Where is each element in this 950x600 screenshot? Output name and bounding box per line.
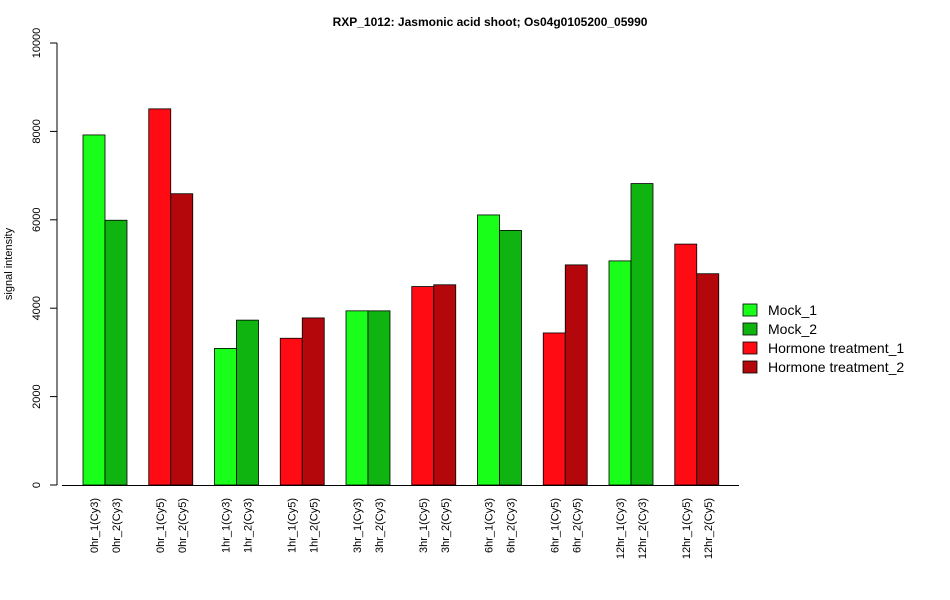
- x-tick-label: 6hr_1(Cy3): [484, 498, 496, 553]
- bar: [367, 310, 391, 486]
- y-tick-label: 0: [31, 482, 43, 488]
- bar: [477, 214, 500, 486]
- x-tick-label: 0hr_2(Cy5): [177, 498, 189, 553]
- bar: [411, 286, 435, 486]
- legend-label: Mock_1: [768, 302, 817, 318]
- x-tick-label: 12hr_1(Cy3): [615, 498, 627, 559]
- legend-label: Hormone treatment_1: [768, 340, 904, 356]
- y-tick-label: 2000: [31, 384, 43, 408]
- bar: [433, 284, 457, 486]
- bar: [630, 183, 654, 486]
- bar: [104, 219, 128, 486]
- x-tick-label: 3hr_2(Cy3): [374, 498, 386, 553]
- bar: [499, 230, 522, 486]
- bar: [345, 310, 369, 486]
- bars-group: [82, 108, 720, 486]
- bar: [564, 264, 588, 486]
- legend-swatch: [742, 322, 758, 336]
- legend-swatch: [742, 303, 758, 317]
- legend: Mock_1 Mock_2 Hormone treatment_1 Hormone t…: [742, 302, 904, 375]
- x-tick-label: 6hr_1(Cy5): [549, 498, 561, 553]
- y-tick-label: 4000: [31, 296, 43, 320]
- x-tick-label: 0hr_2(Cy3): [111, 498, 123, 553]
- bar: [696, 273, 720, 486]
- bar: [279, 337, 303, 486]
- bar: [301, 317, 325, 486]
- x-tick-label: 12hr_2(Cy3): [637, 498, 649, 559]
- bar: [214, 348, 237, 486]
- x-tick-label: 1hr_1(Cy5): [286, 498, 298, 553]
- y-axis-label: signal intensity: [3, 227, 15, 300]
- x-tick-label: 6hr_2(Cy5): [571, 498, 583, 553]
- legend-label: Mock_2: [768, 321, 817, 337]
- bar: [148, 108, 172, 486]
- y-axis: 0 2000 4000 6000 8000 10000: [31, 28, 58, 488]
- x-tick-label: 3hr_1(Cy3): [352, 498, 364, 553]
- y-tick-label: 6000: [31, 208, 43, 232]
- x-tick-label: 12hr_1(Cy5): [681, 498, 693, 559]
- bar: [236, 319, 259, 486]
- x-tick-label: 12hr_2(Cy5): [703, 498, 715, 559]
- x-tick-label: 0hr_1(Cy5): [155, 498, 167, 553]
- bar: [542, 332, 566, 486]
- legend-swatch: [742, 341, 758, 355]
- x-tick-label: 1hr_1(Cy3): [221, 498, 233, 553]
- bar: [82, 134, 106, 486]
- bar: [674, 243, 698, 486]
- y-tick-label: 10000: [31, 28, 43, 59]
- x-tick-label: 3hr_1(Cy5): [418, 498, 430, 553]
- x-tick-label: 3hr_2(Cy5): [440, 498, 452, 553]
- x-tick-label: 6hr_2(Cy3): [506, 498, 518, 553]
- legend-swatch: [742, 360, 758, 374]
- y-tick-label: 8000: [31, 119, 43, 143]
- x-tick-label: 1hr_2(Cy3): [243, 498, 255, 553]
- x-tick-label: 1hr_2(Cy5): [308, 498, 320, 553]
- x-tick-label: 0hr_1(Cy3): [89, 498, 101, 553]
- legend-label: Hormone treatment_2: [768, 359, 904, 375]
- bar: [608, 260, 632, 486]
- bar: [170, 193, 194, 486]
- chart-title: RXP_1012: Jasmonic acid shoot; Os04g0105…: [333, 15, 648, 29]
- x-axis: 0hr_1(Cy3) 0hr_2(Cy3) 0hr_1(Cy5) 0hr_2(Cy5)…: [62, 485, 739, 559]
